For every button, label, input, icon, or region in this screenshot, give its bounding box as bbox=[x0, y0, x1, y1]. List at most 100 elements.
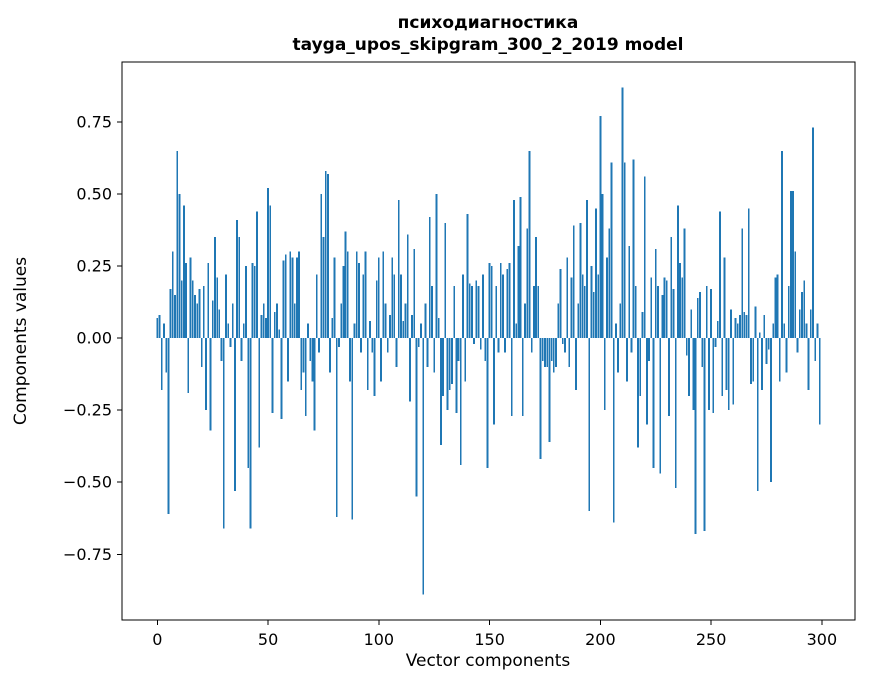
bar bbox=[807, 338, 810, 390]
x-tick-label: 250 bbox=[696, 630, 727, 649]
bar bbox=[245, 266, 247, 339]
bar bbox=[716, 320, 719, 339]
bar bbox=[428, 217, 431, 339]
bar bbox=[533, 286, 535, 339]
bar bbox=[657, 286, 659, 339]
bar bbox=[205, 338, 207, 411]
bar bbox=[510, 338, 513, 416]
bar bbox=[400, 274, 402, 339]
bar bbox=[251, 263, 254, 339]
bar bbox=[603, 338, 606, 411]
bar bbox=[548, 338, 551, 442]
bar bbox=[475, 280, 478, 339]
bar bbox=[282, 260, 285, 339]
chart-title-line2: tayga_upos_skipgram_300_2_2019 model bbox=[293, 35, 684, 55]
bar bbox=[796, 338, 799, 353]
bar bbox=[413, 248, 416, 339]
bar bbox=[630, 338, 633, 353]
bar bbox=[805, 323, 808, 339]
bar bbox=[482, 274, 484, 339]
bar bbox=[366, 338, 369, 390]
x-tick-label: 100 bbox=[364, 630, 395, 649]
bar bbox=[606, 257, 608, 339]
bar bbox=[763, 315, 766, 339]
bar bbox=[191, 280, 194, 339]
bar bbox=[165, 338, 168, 373]
bar bbox=[313, 338, 316, 431]
bar bbox=[307, 323, 309, 339]
bar bbox=[601, 194, 604, 339]
bar bbox=[672, 289, 675, 339]
bar bbox=[333, 257, 336, 339]
bar bbox=[517, 245, 520, 339]
bar bbox=[732, 338, 735, 405]
bar bbox=[490, 266, 493, 339]
bar bbox=[677, 205, 679, 339]
bar bbox=[668, 338, 670, 416]
bar bbox=[637, 338, 639, 448]
bar bbox=[426, 338, 429, 367]
bar bbox=[765, 338, 768, 365]
x-tick-label: 0 bbox=[152, 630, 162, 649]
bar bbox=[783, 323, 786, 339]
bar bbox=[541, 338, 544, 362]
bar bbox=[519, 196, 522, 339]
bar bbox=[196, 303, 199, 339]
bar bbox=[256, 211, 258, 339]
bar bbox=[521, 338, 524, 416]
bar bbox=[344, 231, 347, 339]
bar bbox=[351, 338, 354, 520]
bar bbox=[198, 289, 201, 339]
bar bbox=[479, 338, 482, 350]
bar bbox=[564, 338, 566, 353]
bar bbox=[634, 286, 637, 339]
bar bbox=[818, 338, 821, 425]
bar bbox=[304, 338, 307, 416]
bar bbox=[570, 277, 573, 339]
bar bbox=[289, 251, 292, 339]
bar bbox=[513, 199, 515, 339]
bar bbox=[380, 338, 382, 382]
bar bbox=[238, 237, 241, 339]
bar bbox=[258, 338, 261, 448]
bar bbox=[579, 222, 582, 339]
bar bbox=[404, 303, 407, 339]
bar bbox=[442, 338, 444, 396]
bar bbox=[557, 303, 560, 339]
bar bbox=[803, 280, 806, 339]
bar bbox=[247, 338, 250, 468]
bar bbox=[382, 251, 385, 339]
bar bbox=[628, 245, 631, 339]
bar bbox=[207, 263, 210, 339]
bar bbox=[639, 338, 642, 396]
bar bbox=[621, 87, 624, 339]
bar bbox=[411, 315, 413, 339]
bar bbox=[752, 338, 755, 382]
bar bbox=[453, 286, 456, 339]
bar bbox=[185, 263, 188, 339]
bar bbox=[546, 338, 549, 367]
bar bbox=[816, 323, 819, 339]
bar bbox=[233, 338, 236, 491]
bar bbox=[174, 294, 176, 339]
bar bbox=[211, 300, 214, 339]
bar bbox=[727, 338, 730, 411]
bar bbox=[502, 274, 504, 339]
bar bbox=[225, 274, 227, 339]
bar bbox=[750, 338, 752, 385]
bar bbox=[754, 306, 757, 339]
y-tick-label: 0.00 bbox=[76, 329, 112, 348]
bar bbox=[719, 211, 721, 339]
bar bbox=[725, 338, 728, 390]
bar bbox=[778, 338, 781, 382]
bar bbox=[688, 338, 690, 396]
bar bbox=[708, 338, 710, 411]
bar bbox=[163, 323, 165, 339]
bar bbox=[446, 338, 449, 411]
bar bbox=[178, 194, 181, 339]
bar bbox=[260, 315, 263, 339]
bar bbox=[493, 338, 495, 425]
bar bbox=[298, 251, 300, 339]
bar bbox=[703, 338, 706, 532]
bar bbox=[389, 315, 391, 339]
